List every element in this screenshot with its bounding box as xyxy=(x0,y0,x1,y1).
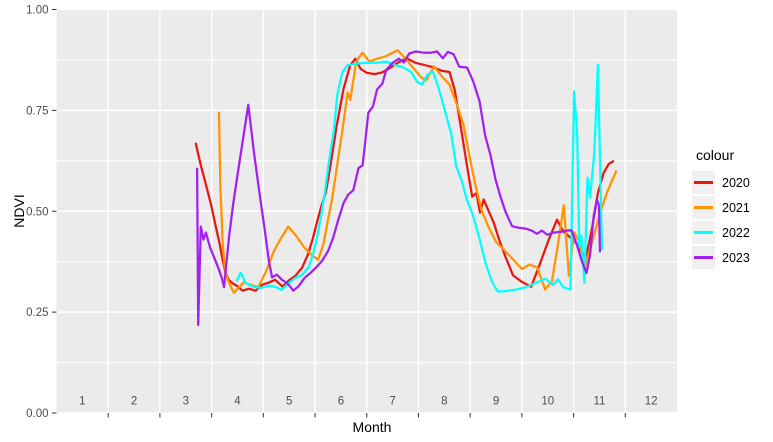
x-tick-label: 6 xyxy=(338,396,344,408)
x-tick-label: 5 xyxy=(286,396,292,408)
series-line-2022 xyxy=(235,60,604,293)
x-tick-label: 12 xyxy=(645,396,658,408)
series-line-2021 xyxy=(217,49,618,294)
y-axis-title: NDVI xyxy=(11,194,27,228)
legend-key-2021 xyxy=(692,196,715,219)
legend-key-2023 xyxy=(692,246,715,269)
series-line-2023 xyxy=(195,50,602,327)
legend-title: colour xyxy=(696,147,735,163)
x-axis-title: Month xyxy=(352,419,392,435)
x-tick-label: 7 xyxy=(389,396,395,408)
legend-key-line-icon xyxy=(694,206,713,209)
legend-entry-2021: 2021 xyxy=(692,196,750,219)
y-tick-label: 0.25 xyxy=(26,307,48,319)
legend: colour 2020 2021 2022 2023 xyxy=(692,147,750,271)
y-tick-label: 0.50 xyxy=(26,206,48,218)
legend-entries: 2020 2021 2022 2023 xyxy=(692,171,750,269)
y-tick-label: 0.75 xyxy=(26,105,48,117)
legend-key-line-icon xyxy=(694,256,713,259)
y-tick-label: 1.00 xyxy=(26,5,48,17)
legend-label: 2023 xyxy=(722,250,750,265)
x-tick-label: 9 xyxy=(493,396,499,408)
x-tick-label: 2 xyxy=(131,396,137,408)
x-tick-label: 4 xyxy=(234,396,241,408)
x-tick-label: 1 xyxy=(79,396,85,408)
y-tick-label: 0.00 xyxy=(26,408,48,420)
legend-entry-2020: 2020 xyxy=(692,171,750,194)
legend-key-2020 xyxy=(692,171,715,194)
x-tick-label: 3 xyxy=(183,396,189,408)
legend-key-line-icon xyxy=(694,231,713,234)
legend-key-2022 xyxy=(692,221,715,244)
x-tick-label: 11 xyxy=(593,396,605,408)
legend-key-line-icon xyxy=(694,181,713,184)
legend-entry-2023: 2023 xyxy=(692,246,750,269)
legend-entry-2022: 2022 xyxy=(692,221,750,244)
legend-label: 2021 xyxy=(722,200,750,215)
x-tick-label: 8 xyxy=(441,396,447,408)
x-tick-label: 10 xyxy=(541,396,554,408)
legend-label: 2020 xyxy=(722,175,750,190)
legend-label: 2022 xyxy=(722,225,750,240)
